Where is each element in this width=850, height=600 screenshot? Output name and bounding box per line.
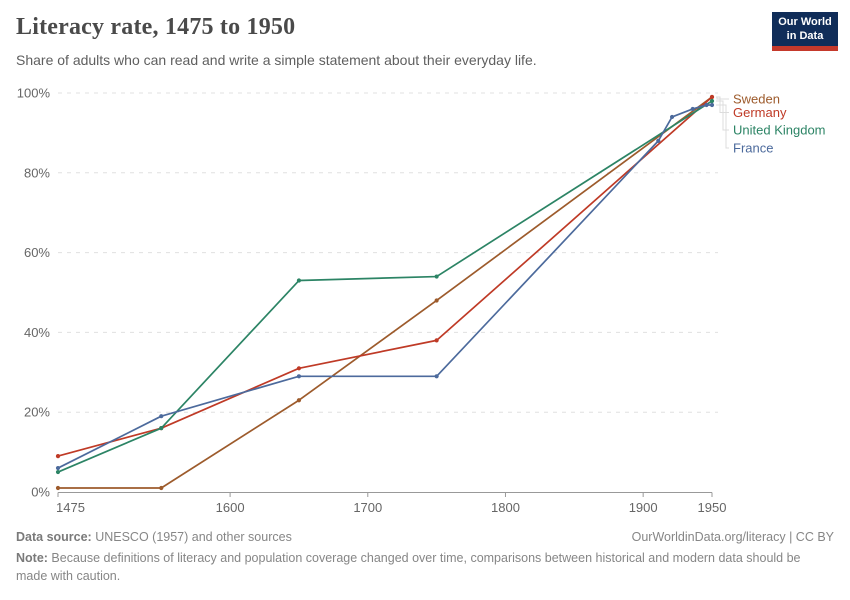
data-point-france-1475	[55, 465, 61, 471]
owid-logo-line1: Our World	[778, 16, 832, 28]
data-point-united-kingdom-1475	[55, 469, 61, 475]
x-axis-label-1950: 1950	[698, 500, 727, 515]
data-point-germany-1650	[296, 366, 302, 371]
data-point-france-1911	[656, 138, 661, 143]
data-point-france-1750	[434, 374, 439, 379]
y-axis-label-60: 60%	[24, 245, 50, 260]
legend-label-germany[interactable]: Germany	[733, 105, 787, 120]
note-line: Note: Because definitions of literacy an…	[16, 549, 834, 585]
series-line-germany	[57, 96, 713, 457]
series-line-france	[57, 104, 712, 469]
owid-logo-line2: in Data	[786, 29, 824, 42]
y-axis-label-40: 40%	[24, 325, 50, 340]
legend-label-sweden[interactable]: Sweden	[733, 92, 780, 107]
credit-link[interactable]: OurWorldinData.org/literacy | CC BY	[631, 530, 834, 544]
data-point-france-1650	[296, 374, 302, 379]
series-line-united-kingdom	[57, 100, 713, 473]
data-point-germany-1475	[55, 453, 61, 459]
data-point-united-kingdom-1950	[709, 98, 715, 104]
data-point-germany-1750	[434, 338, 439, 343]
data-point-sweden-1475	[55, 485, 61, 491]
data-point-france-1946	[704, 102, 709, 108]
data-source-label: Data source:	[16, 530, 92, 544]
y-axis-label-100: 100%	[17, 86, 51, 101]
page-title: Literacy rate, 1475 to 1950	[16, 14, 296, 40]
data-point-france-1936	[690, 106, 695, 112]
data-point-sweden-1550	[159, 485, 164, 491]
data-point-sweden-1750	[434, 298, 439, 303]
data-point-france-1950	[709, 102, 715, 108]
chart-subtitle: Share of adults who can read and write a…	[16, 52, 537, 68]
data-point-france-1550	[159, 414, 164, 419]
data-point-united-kingdom-1750	[434, 274, 439, 279]
data-point-germany-1950	[709, 94, 715, 100]
note-text: Because definitions of literacy and popu…	[16, 551, 801, 584]
y-axis-label-80: 80%	[24, 165, 50, 180]
data-point-france-1921	[669, 114, 675, 120]
x-axis-label-1700: 1700	[353, 500, 382, 515]
y-axis-label-0: 0%	[31, 485, 50, 500]
data-source-line: Data source: UNESCO (1957) and other sou…	[16, 530, 292, 544]
legend-label-france[interactable]: France	[733, 141, 773, 156]
note-label: Note:	[16, 551, 48, 565]
x-axis-label-1900: 1900	[629, 500, 658, 515]
y-axis-label-20: 20%	[24, 405, 50, 420]
data-point-united-kingdom-1550	[159, 426, 164, 431]
x-axis-label-1475: 1475	[56, 500, 85, 515]
x-axis-label-1600: 1600	[216, 500, 245, 515]
data-source-text: UNESCO (1957) and other sources	[91, 530, 292, 544]
data-point-united-kingdom-1650	[296, 278, 302, 283]
chart-footer: Data source: UNESCO (1957) and other sou…	[16, 530, 834, 585]
x-axis-label-1800: 1800	[491, 500, 520, 515]
legend-connector-france	[716, 104, 729, 149]
data-point-sweden-1650	[296, 398, 302, 403]
owid-logo: Our World in Data	[772, 12, 838, 51]
legend-label-united-kingdom[interactable]: United Kingdom	[733, 123, 826, 138]
